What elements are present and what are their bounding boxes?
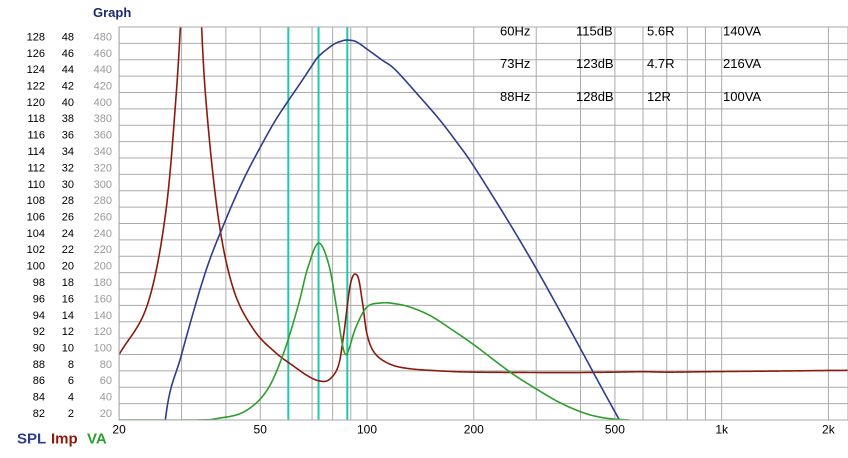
svg-text:60Hz: 60Hz <box>500 24 530 39</box>
svg-text:400: 400 <box>94 97 112 109</box>
svg-text:10: 10 <box>62 343 74 355</box>
svg-text:200: 200 <box>464 423 484 437</box>
svg-text:30: 30 <box>62 179 74 191</box>
svg-text:380: 380 <box>94 113 112 125</box>
svg-text:460: 460 <box>94 48 112 60</box>
svg-text:114: 114 <box>27 146 45 158</box>
svg-text:240: 240 <box>94 228 112 240</box>
svg-text:200: 200 <box>94 261 112 273</box>
svg-text:46: 46 <box>62 48 74 60</box>
svg-text:126: 126 <box>27 48 45 60</box>
svg-text:86: 86 <box>33 375 45 387</box>
svg-text:Imp: Imp <box>51 431 78 448</box>
svg-text:12R: 12R <box>647 89 671 104</box>
svg-text:50: 50 <box>254 423 268 437</box>
svg-text:94: 94 <box>33 310 45 322</box>
svg-text:280: 280 <box>94 195 112 207</box>
svg-text:220: 220 <box>94 244 112 256</box>
svg-text:8: 8 <box>68 359 74 371</box>
svg-text:36: 36 <box>62 130 74 142</box>
svg-text:1k: 1k <box>715 423 729 437</box>
svg-text:32: 32 <box>62 162 74 174</box>
svg-text:216VA: 216VA <box>723 56 761 71</box>
svg-text:Graph: Graph <box>93 5 131 20</box>
svg-text:100: 100 <box>27 261 45 273</box>
svg-text:26: 26 <box>62 212 74 224</box>
svg-text:24: 24 <box>62 228 74 240</box>
svg-text:88Hz: 88Hz <box>500 89 530 104</box>
svg-text:20: 20 <box>62 261 74 273</box>
svg-text:120: 120 <box>27 97 45 109</box>
svg-text:14: 14 <box>62 310 74 322</box>
svg-text:123dB: 123dB <box>576 56 614 71</box>
svg-text:340: 340 <box>94 146 112 158</box>
svg-text:128dB: 128dB <box>576 89 614 104</box>
svg-text:104: 104 <box>27 228 45 240</box>
svg-text:420: 420 <box>94 81 112 93</box>
svg-text:100VA: 100VA <box>723 89 761 104</box>
svg-text:88: 88 <box>33 359 45 371</box>
svg-text:34: 34 <box>62 146 74 158</box>
svg-text:2: 2 <box>68 408 74 420</box>
svg-text:20: 20 <box>100 408 112 420</box>
svg-text:260: 260 <box>94 212 112 224</box>
svg-text:2k: 2k <box>822 423 836 437</box>
svg-text:SPL: SPL <box>17 431 46 448</box>
svg-text:480: 480 <box>94 31 112 43</box>
svg-text:84: 84 <box>33 392 45 404</box>
svg-text:16: 16 <box>62 293 74 305</box>
svg-text:22: 22 <box>62 244 74 256</box>
svg-text:42: 42 <box>62 81 74 93</box>
svg-text:92: 92 <box>33 326 45 338</box>
svg-text:90: 90 <box>33 343 45 355</box>
svg-text:48: 48 <box>62 31 74 43</box>
svg-text:100: 100 <box>94 343 112 355</box>
svg-text:4.7R: 4.7R <box>647 56 674 71</box>
svg-text:98: 98 <box>33 277 45 289</box>
svg-text:100: 100 <box>357 423 377 437</box>
svg-text:110: 110 <box>27 179 45 191</box>
svg-text:122: 122 <box>27 81 45 93</box>
svg-text:40: 40 <box>62 97 74 109</box>
svg-text:120: 120 <box>94 326 112 338</box>
svg-text:116: 116 <box>27 130 45 142</box>
svg-text:112: 112 <box>27 162 45 174</box>
svg-text:108: 108 <box>27 195 45 207</box>
svg-text:28: 28 <box>62 195 74 207</box>
svg-text:60: 60 <box>100 375 112 387</box>
svg-text:40: 40 <box>100 392 112 404</box>
svg-text:140: 140 <box>94 310 112 322</box>
svg-text:106: 106 <box>27 212 45 224</box>
svg-text:440: 440 <box>94 64 112 76</box>
svg-text:128: 128 <box>27 31 45 43</box>
svg-text:160: 160 <box>94 293 112 305</box>
svg-text:6: 6 <box>68 375 74 387</box>
svg-text:500: 500 <box>605 423 625 437</box>
svg-text:360: 360 <box>94 130 112 142</box>
svg-text:44: 44 <box>62 64 74 76</box>
svg-text:96: 96 <box>33 293 45 305</box>
svg-text:320: 320 <box>94 162 112 174</box>
svg-text:300: 300 <box>94 179 112 191</box>
svg-text:82: 82 <box>33 408 45 420</box>
svg-text:115dB: 115dB <box>576 24 613 39</box>
svg-text:102: 102 <box>27 244 45 256</box>
svg-text:124: 124 <box>27 64 45 76</box>
svg-text:4: 4 <box>68 392 74 404</box>
svg-text:VA: VA <box>87 431 107 448</box>
svg-text:118: 118 <box>27 113 45 125</box>
svg-text:140VA: 140VA <box>723 24 761 39</box>
svg-text:5.6R: 5.6R <box>647 24 674 39</box>
svg-text:18: 18 <box>62 277 74 289</box>
svg-text:180: 180 <box>94 277 112 289</box>
svg-text:20: 20 <box>112 423 126 437</box>
svg-text:38: 38 <box>62 113 74 125</box>
svg-text:12: 12 <box>62 326 74 338</box>
svg-text:80: 80 <box>100 359 112 371</box>
svg-text:73Hz: 73Hz <box>500 56 530 71</box>
